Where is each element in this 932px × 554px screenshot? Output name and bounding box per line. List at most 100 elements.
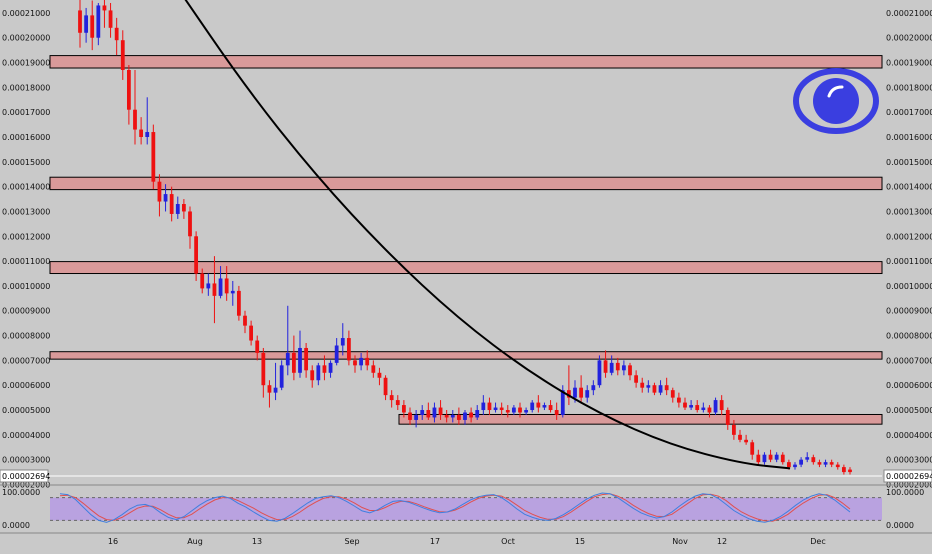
time-tick-label: Oct: [501, 537, 515, 546]
candle-body: [365, 357, 370, 366]
candle-body: [194, 236, 199, 274]
candle-body: [676, 397, 681, 403]
candle-body: [774, 454, 779, 460]
candle-body: [200, 273, 205, 289]
candle-body: [298, 347, 302, 373]
candle-body: [175, 204, 180, 214]
left-price-tag-text: 0.00002694: [2, 472, 50, 481]
time-tick-label: Nov: [672, 537, 688, 546]
candle-body: [444, 414, 449, 418]
candle-body: [255, 340, 260, 353]
candle-body: [811, 457, 816, 463]
candle-body: [707, 407, 712, 413]
left-tick-label: 0.00004000: [2, 431, 50, 440]
candle-body: [438, 407, 443, 415]
stoch-left-label-bottom: 0.0000: [2, 521, 30, 530]
candle-body: [316, 365, 321, 381]
left-tick-label: 0.00016000: [2, 133, 50, 142]
candle-body: [224, 278, 229, 294]
candle-body: [389, 395, 394, 401]
time-tick-label: 13: [252, 537, 262, 546]
candle-body: [310, 370, 315, 381]
stoch-right-label-bottom: 0.0000: [886, 521, 914, 530]
candle-body: [487, 402, 492, 411]
time-tick-label: Sep: [344, 537, 359, 546]
candle-body: [689, 405, 694, 408]
candle-body: [126, 69, 131, 110]
candle-body: [420, 410, 425, 415]
candle-body: [560, 390, 565, 415]
candle-body: [554, 410, 559, 415]
time-tick-label: 12: [717, 537, 727, 546]
candle-body: [670, 390, 675, 398]
time-tick-label: Dec: [810, 537, 825, 546]
candle-body: [566, 390, 571, 398]
right-tick-label: 0.00016000: [886, 133, 932, 142]
right-tick-label: 0.00010000: [886, 282, 932, 291]
candle-body: [511, 407, 516, 413]
candle-body: [188, 211, 192, 237]
candle-body: [744, 439, 749, 443]
candle-body: [658, 385, 663, 393]
candle-body: [236, 290, 241, 316]
candle-body: [157, 181, 162, 202]
candle-body: [408, 412, 412, 420]
candle-body: [817, 462, 822, 465]
candle-body: [145, 132, 150, 138]
right-price-tag: [883, 469, 932, 483]
candle-body: [401, 405, 406, 413]
candle-body: [426, 410, 431, 418]
left-tick-label: 0.00008000: [2, 332, 50, 341]
candle-body: [285, 352, 290, 366]
candle-body: [432, 407, 437, 418]
candle-body: [273, 387, 278, 393]
left-tick-label: 0.00019000: [2, 59, 50, 68]
candle-body: [499, 407, 504, 411]
candle-body: [829, 462, 834, 465]
candle-body: [120, 40, 125, 70]
candle-body: [102, 5, 107, 11]
left-tick-label: 0.00006000: [2, 381, 50, 390]
eye-icon: [793, 68, 879, 134]
candle-body: [713, 400, 718, 413]
candle-body: [603, 360, 608, 373]
candle-body: [328, 362, 333, 373]
candle-body: [267, 385, 272, 393]
candle-body: [750, 442, 755, 455]
candle-body: [133, 109, 137, 130]
left-tick-label: 0.00018000: [2, 83, 50, 92]
stoch-k-line: [59, 492, 851, 523]
candle-body: [163, 194, 168, 202]
candle-body: [383, 377, 388, 396]
candle-body: [139, 129, 144, 138]
candle-body: [181, 204, 186, 212]
candle-body: [84, 15, 89, 33]
candle-body: [768, 454, 773, 460]
candle-body: [585, 390, 590, 398]
candle-body: [609, 362, 614, 373]
right-tick-label: 0.00009000: [886, 307, 932, 316]
left-tick-label: 0.00017000: [2, 108, 50, 117]
zone-0: [49, 55, 883, 69]
stoch-right-label-top: 100.0000: [886, 488, 924, 497]
candle-body: [505, 410, 510, 413]
right-tick-label: 0.00005000: [886, 406, 932, 415]
time-tick-label: 17: [430, 537, 440, 546]
candle-body: [756, 454, 761, 463]
zone-1: [49, 176, 883, 191]
candle-body: [646, 385, 651, 388]
candle-body: [640, 382, 645, 388]
candle-body: [536, 402, 541, 408]
candle-body: [628, 365, 632, 376]
candle-body: [169, 194, 174, 214]
candle-body: [469, 412, 474, 418]
left-tick-label: 0.00005000: [2, 406, 50, 415]
time-tick-label: Aug: [187, 537, 203, 546]
right-tick-label: 0.00018000: [886, 83, 932, 92]
candle-body: [799, 459, 804, 465]
last-price-marker: 0.00002694 0.00002694: [0, 469, 932, 483]
stoch-d-line: [59, 493, 851, 522]
time-tick-label: 15: [575, 537, 585, 546]
